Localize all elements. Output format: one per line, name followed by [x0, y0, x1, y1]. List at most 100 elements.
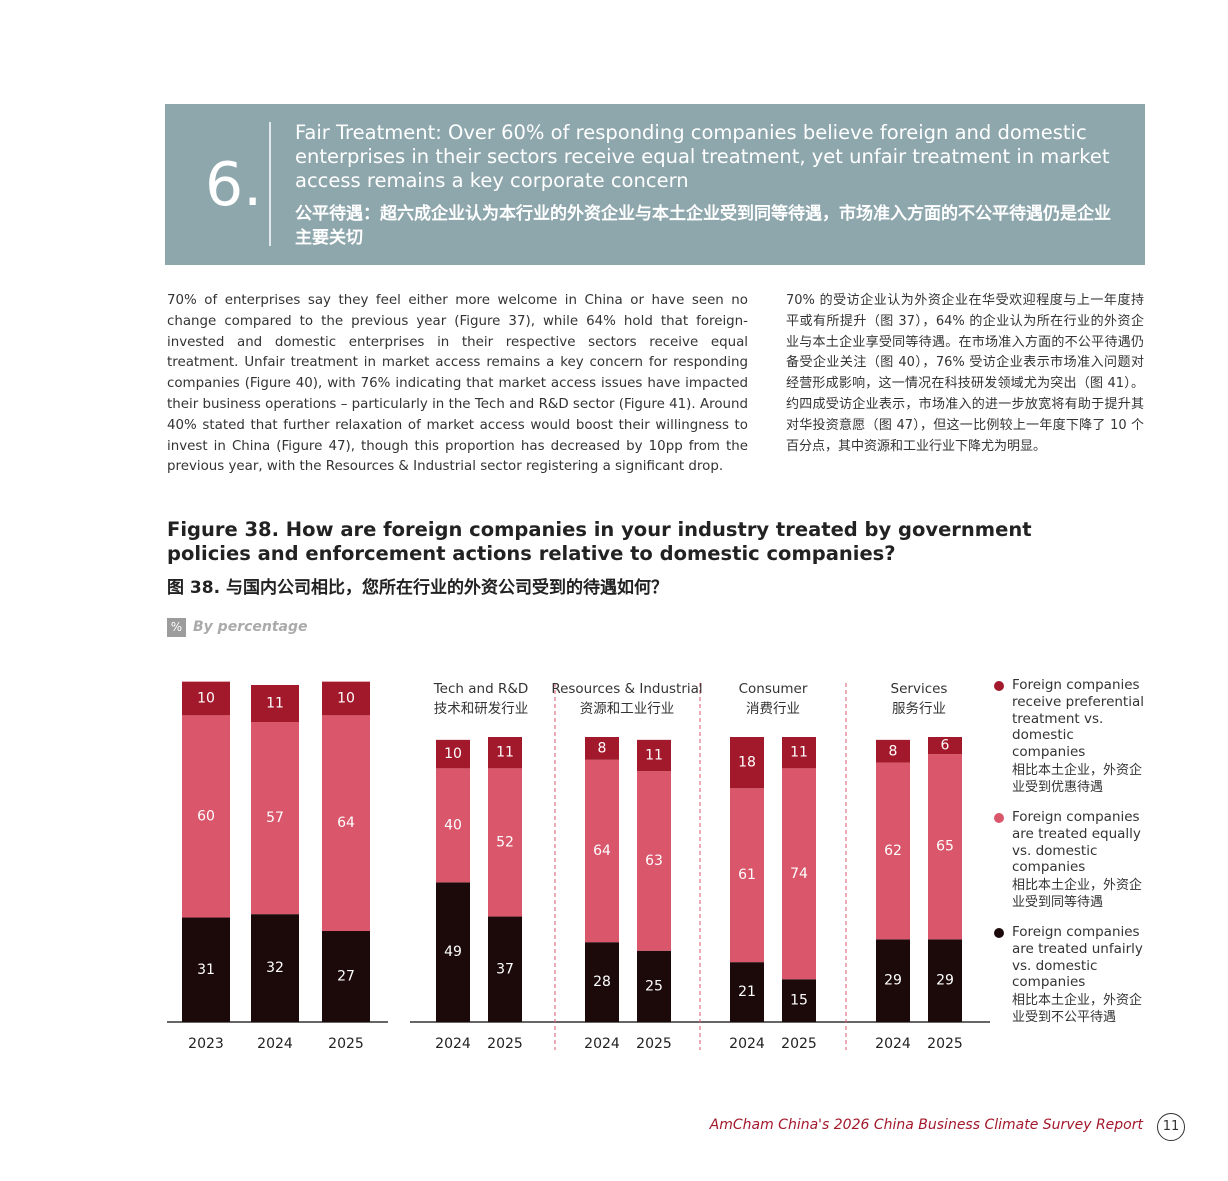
bar-segment	[637, 771, 671, 951]
value-label: 8	[598, 740, 607, 756]
value-label: 64	[337, 815, 355, 831]
bar-segment	[436, 768, 470, 883]
bar-segment	[730, 737, 764, 789]
value-label: 32	[266, 960, 284, 976]
bar-segment	[637, 950, 671, 1022]
panel-title: Tech and R&D	[433, 681, 529, 697]
value-label: 49	[444, 944, 462, 960]
value-label: 65	[936, 839, 954, 855]
bar-segment	[637, 739, 671, 772]
x-tick-label: 2024	[875, 1036, 911, 1052]
legend-label-zh: 相比本土企业，外资企业受到不公平待遇	[1012, 993, 1143, 1025]
bar-segment	[251, 722, 299, 915]
bar-segment	[488, 737, 522, 769]
value-label: 29	[884, 973, 902, 989]
value-label: 63	[645, 853, 663, 869]
value-label: 10	[444, 746, 462, 762]
legend-marker	[994, 813, 1004, 823]
legend-label: Foreign companies are treated unfairly v…	[1012, 924, 1143, 991]
bar-segment	[585, 737, 619, 760]
x-tick-label: 2024	[435, 1036, 471, 1052]
legend-entry: Foreign companies are treated unfairly v…	[1012, 924, 1144, 1027]
value-label: 37	[496, 961, 514, 977]
value-label: 25	[645, 978, 663, 994]
panel-title-zh: 技术和研发行业	[434, 701, 529, 717]
value-label: 60	[197, 808, 215, 824]
bar-segment	[251, 685, 299, 723]
legend-label-zh: 相比本土企业，外资企业受到优惠待遇	[1012, 762, 1143, 795]
bar-segment	[488, 916, 522, 1022]
value-label: 31	[197, 962, 215, 978]
bar-segment	[585, 759, 619, 943]
x-tick-label: 2025	[487, 1036, 523, 1052]
bar-segment	[782, 979, 816, 1022]
value-label: 61	[738, 867, 756, 883]
panel-title: Resources & Industrial	[551, 681, 702, 697]
section-title: Fair Treatment: Over 60% of responding c…	[295, 121, 1110, 192]
bar-segment	[782, 737, 816, 769]
panel-title: Services	[891, 681, 948, 697]
value-label: 10	[337, 690, 355, 706]
body-text: 70% of enterprises say they feel either …	[167, 293, 748, 475]
bar-segment	[182, 681, 230, 716]
value-label: 11	[790, 745, 808, 761]
bar-segment	[730, 962, 764, 1022]
panel-title-zh: 资源和工业行业	[580, 701, 675, 717]
x-tick-label: 2024	[729, 1036, 765, 1052]
x-tick-label: 2025	[328, 1036, 364, 1052]
bar-segment	[876, 762, 910, 940]
bar-segment	[585, 942, 619, 1022]
value-label: 74	[790, 866, 808, 882]
value-label: 64	[593, 843, 611, 859]
bar-segment	[782, 768, 816, 980]
legend-entry: Foreign companies are treated equally vs…	[1012, 809, 1144, 912]
value-label: 11	[266, 696, 284, 712]
value-label: 57	[266, 810, 284, 826]
bar-segment	[251, 914, 299, 1022]
section-number: 6.	[205, 150, 263, 220]
panel-title-zh: 消费行业	[746, 701, 800, 717]
bar-segment	[322, 681, 370, 716]
value-label: 18	[738, 755, 756, 771]
value-label: 11	[645, 748, 663, 764]
header-band	[165, 104, 1145, 265]
value-label: 8	[889, 743, 898, 759]
bar-segment	[182, 715, 230, 918]
value-label: 15	[790, 993, 808, 1009]
legend-label: Foreign companies receive preferential t…	[1012, 677, 1144, 761]
value-label: 40	[444, 817, 462, 833]
value-label: 29	[936, 973, 954, 989]
body-text-zh: 70% 的受访企业认为外资企业在华受欢迎程度与上一年度持平或有所提升（图 37）…	[786, 293, 1144, 454]
x-tick-label: 2025	[927, 1036, 963, 1052]
x-tick-label: 2025	[636, 1036, 672, 1052]
bar-segment	[488, 768, 522, 917]
bar-segment	[876, 939, 910, 1022]
legend-marker	[994, 928, 1004, 938]
bar-segment	[928, 754, 962, 940]
bar-segment	[322, 931, 370, 1022]
page-number: 11	[1157, 1113, 1185, 1141]
legend-label: Foreign companies are treated equally vs…	[1012, 809, 1141, 876]
panel-title: Consumer	[739, 681, 808, 697]
value-label: 62	[884, 843, 902, 859]
panel-title-zh: 服务行业	[892, 701, 946, 717]
bar-segment	[182, 917, 230, 1022]
x-tick-label: 2023	[188, 1036, 224, 1052]
bar-segment	[730, 788, 764, 963]
bar-segment	[436, 882, 470, 1022]
value-label: 21	[738, 984, 756, 1000]
bar-segment	[322, 715, 370, 932]
unit-label: By percentage	[193, 619, 308, 635]
bar-segment	[436, 739, 470, 769]
value-label: 27	[337, 969, 355, 985]
value-label: 11	[496, 745, 514, 761]
figure-title: Figure 38. How are foreign companies in …	[167, 518, 1032, 565]
legend-label-zh: 相比本土企业，外资企业受到同等待遇	[1012, 878, 1143, 910]
value-label: 10	[197, 690, 215, 706]
value-label: 6	[941, 738, 950, 754]
bar-segment	[876, 739, 910, 763]
bar-segment	[928, 939, 962, 1022]
figure-title-zh: 图 38. 与国内公司相比，您所在行业的外资公司受到的待遇如何？	[167, 578, 668, 598]
